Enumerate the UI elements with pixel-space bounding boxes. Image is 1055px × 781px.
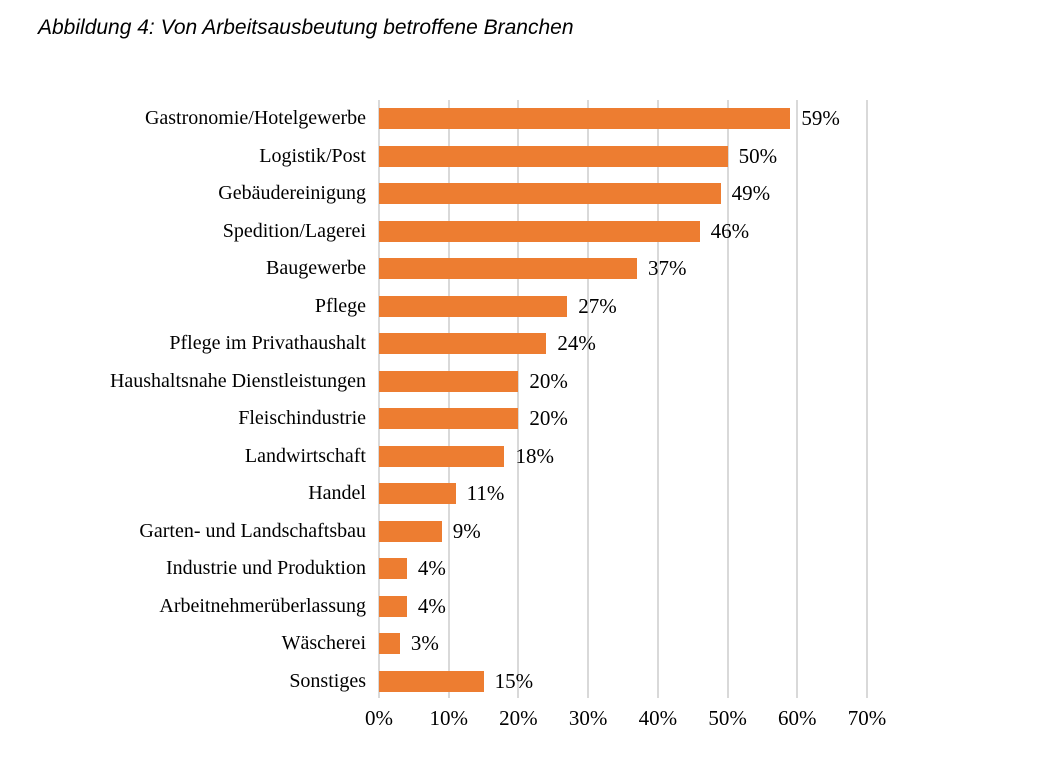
bar: [379, 145, 728, 167]
gridline: [726, 100, 729, 698]
bar-row: Baugewerbe 37%: [0, 250, 1055, 288]
value-label: 49%: [731, 181, 771, 205]
bar-row: Haushaltsnahe Dienstleistungen 20%: [0, 363, 1055, 401]
value-label: 59%: [801, 106, 840, 130]
value-label: 9%: [452, 518, 481, 543]
bar: [379, 333, 547, 355]
value-label: 24%: [557, 331, 596, 355]
bar-row: Arbeitnehmerüberlassung 4%: [0, 588, 1055, 626]
gridline: [587, 100, 590, 698]
gridline: [656, 100, 659, 698]
gridline: [378, 100, 380, 698]
value-label: 46%: [710, 218, 750, 243]
category-label: Gebäudereinigung: [218, 182, 366, 204]
bar: [379, 220, 700, 242]
bar-row: Sonstiges 15%: [0, 663, 1055, 701]
value-label: 11%: [466, 481, 505, 505]
bar-row: Fleischindustrie 20%: [0, 400, 1055, 438]
x-axis-tick-label: 30%: [568, 706, 608, 730]
value-label: 4%: [417, 593, 446, 618]
bar-row: Handel 11%: [0, 475, 1055, 513]
category-label: Arbeitnehmerüberlassung: [159, 594, 366, 617]
bar: [379, 445, 505, 467]
value-label: 4%: [417, 556, 446, 580]
bar-row: Industrie und Produktion 4%: [0, 550, 1055, 588]
category-label: Baugewerbe: [266, 257, 366, 279]
bar-row: Pflege 27%: [0, 288, 1055, 326]
category-label: Fleischindustrie: [238, 407, 366, 429]
category-label: Haushaltsnahe Dienstleistungen: [109, 369, 366, 392]
bar-row: Spedition/Lagerei 46%: [0, 213, 1055, 251]
bar-row: Gebäudereinigung 49%: [0, 175, 1055, 213]
x-axis-tick-label: 70%: [847, 706, 887, 730]
value-label: 3%: [410, 631, 439, 655]
bar: [379, 670, 484, 692]
value-label: 20%: [529, 368, 568, 393]
chart-title: Abbildung 4: Von Arbeitsausbeutung betro…: [38, 16, 574, 39]
bar: [379, 370, 519, 392]
x-axis-tick-label: 0%: [365, 706, 393, 730]
gridline: [866, 100, 868, 698]
category-label: Pflege im Privathaushalt: [169, 332, 366, 354]
value-label: 20%: [529, 406, 568, 430]
bar: [379, 183, 721, 205]
category-label: Wäscherei: [281, 632, 366, 654]
category-label: Garten- und Landschaftsbau: [139, 519, 366, 542]
bar-row: Landwirtschaft 18%: [0, 438, 1055, 476]
category-label: Gastronomie/Hotelgewerbe: [144, 107, 366, 129]
bar-row: Pflege im Privathaushalt 24%: [0, 325, 1055, 363]
x-axis-tick-label: 40%: [638, 706, 678, 730]
category-label: Industrie und Produktion: [166, 557, 366, 579]
bar: [379, 408, 519, 430]
category-label: Logistik/Post: [259, 144, 366, 167]
value-label: 15%: [494, 668, 534, 693]
bar: [379, 295, 568, 317]
bar-row: Wäscherei 3%: [0, 625, 1055, 663]
gridline: [447, 100, 450, 698]
value-label: 27%: [578, 293, 617, 318]
x-axis-tick-label: 20%: [499, 706, 538, 730]
category-label: Sonstiges: [289, 669, 366, 692]
bar: [379, 258, 637, 280]
value-label: 18%: [515, 443, 554, 468]
category-label: Pflege: [314, 294, 366, 317]
x-axis-tick-label: 50%: [708, 706, 747, 730]
bar: [379, 108, 791, 130]
value-label: 37%: [647, 256, 687, 280]
bar-row: Logistik/Post 50%: [0, 138, 1055, 176]
category-label: Landwirtschaft: [244, 444, 366, 467]
bar-row: Garten- und Landschaftsbau 9%: [0, 513, 1055, 551]
category-label: Handel: [308, 482, 366, 504]
bar: [379, 633, 400, 655]
x-axis-tick-label: 10%: [429, 706, 468, 730]
bar: [379, 483, 456, 505]
bar: [379, 558, 407, 580]
bar-row: Gastronomie/Hotelgewerbe 59%: [0, 100, 1055, 138]
gridline: [796, 100, 799, 698]
value-label: 50%: [738, 143, 778, 168]
bar: [379, 595, 407, 617]
gridline: [517, 100, 520, 698]
bar: [379, 520, 442, 542]
x-axis-tick-label: 60%: [778, 706, 817, 730]
category-label: Spedition/Lagerei: [222, 219, 366, 242]
